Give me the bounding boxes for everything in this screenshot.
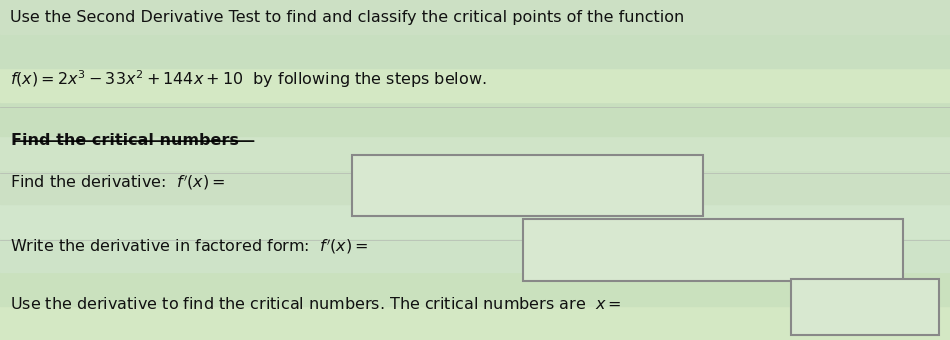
Bar [0,34,950,68]
Bar [0,306,950,340]
Bar [0,238,950,272]
Bar [0,102,950,136]
Bar [0,272,950,306]
Bar [0,136,950,170]
Bar [0,170,950,204]
FancyBboxPatch shape [352,155,703,216]
Text: Use the derivative to find the critical numbers. The critical numbers are  $x =$: Use the derivative to find the critical … [10,296,621,312]
FancyBboxPatch shape [791,279,939,335]
Text: Use the Second Derivative Test to find and classify the critical points of the f: Use the Second Derivative Test to find a… [10,10,684,25]
Bar [0,0,950,34]
Bar [0,68,950,102]
FancyBboxPatch shape [522,219,902,280]
Text: Find the derivative:  $f'(x) =$: Find the derivative: $f'(x) =$ [10,172,225,191]
Text: Find the critical numbers: Find the critical numbers [11,133,239,148]
Text: $f(x) = 2x^3 - 33x^2 + 144x + 10$  by following the steps below.: $f(x) = 2x^3 - 33x^2 + 144x + 10$ by fol… [10,68,486,90]
Bar [0,204,950,238]
Text: Write the derivative in factored form:  $f'(x) =$: Write the derivative in factored form: $… [10,237,368,256]
